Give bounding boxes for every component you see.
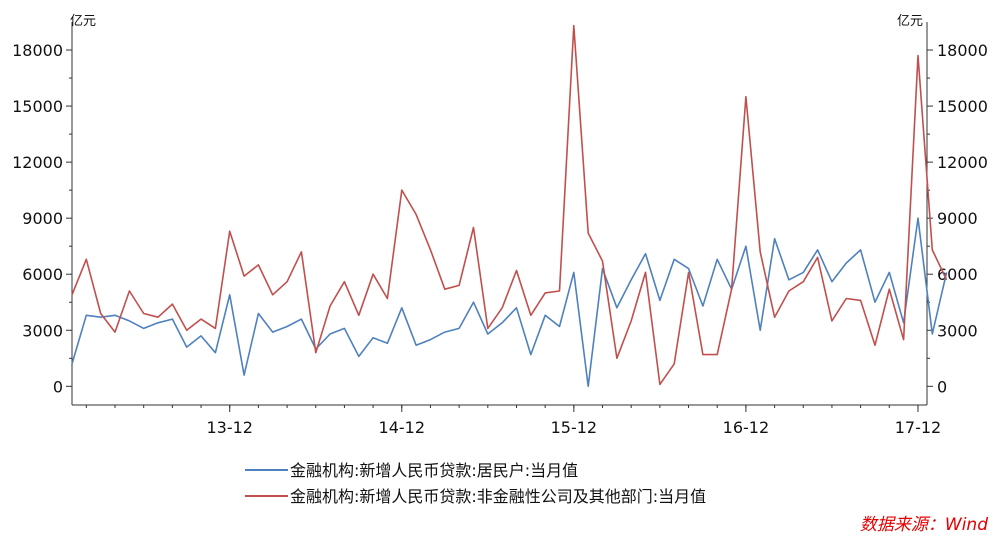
y-tick-label-right: 3000 [937,321,978,340]
legend-label-corporates: 金融机构:新增人民币贷款:非金融性公司及其他部门:当月值 [290,487,706,506]
x-tick-label: 13-12 [206,418,253,437]
y-tick-label-left: 6000 [22,265,63,284]
y-tick-label-left: 9000 [22,209,63,228]
y-tick-label-right: 18000 [937,41,988,60]
y-tick-label-left: 3000 [22,321,63,340]
y-axis-unit-right: 亿元 [897,14,923,29]
series-lines [71,24,948,388]
y-axis-unit-left: 亿元 [70,14,96,29]
series-line-corporates [71,24,948,386]
y-tick-label-right: 6000 [937,265,978,284]
y-tick-label-left: 15000 [12,97,63,116]
x-tick-label: 14-12 [379,418,426,437]
x-tick-label: 16-12 [723,418,770,437]
y-tick-label-left: 12000 [12,153,63,172]
legend: 金融机构:新增人民币贷款:居民户:当月值 金融机构:新增人民币贷款:非金融性公司… [245,461,706,506]
x-tick-label: 15-12 [551,418,598,437]
y-tick-label-right: 15000 [937,97,988,116]
y-tick-label-left: 0 [53,377,63,396]
data-source-note: 数据来源：Wind [860,515,988,535]
y-tick-label-right: 9000 [937,209,978,228]
tick-labels: 0 0 3000 3000 6000 6000 9000 9000 12000 12000 1500… [12,41,988,437]
x-tick-label: 17-12 [895,418,942,437]
y-tick-label-left: 18000 [12,41,63,60]
y-tick-label-right: 0 [937,377,947,396]
axes [66,22,933,412]
series-line-residents [71,217,948,388]
legend-label-residents: 金融机构:新增人民币贷款:居民户:当月值 [290,461,578,480]
y-tick-label-right: 12000 [937,153,988,172]
